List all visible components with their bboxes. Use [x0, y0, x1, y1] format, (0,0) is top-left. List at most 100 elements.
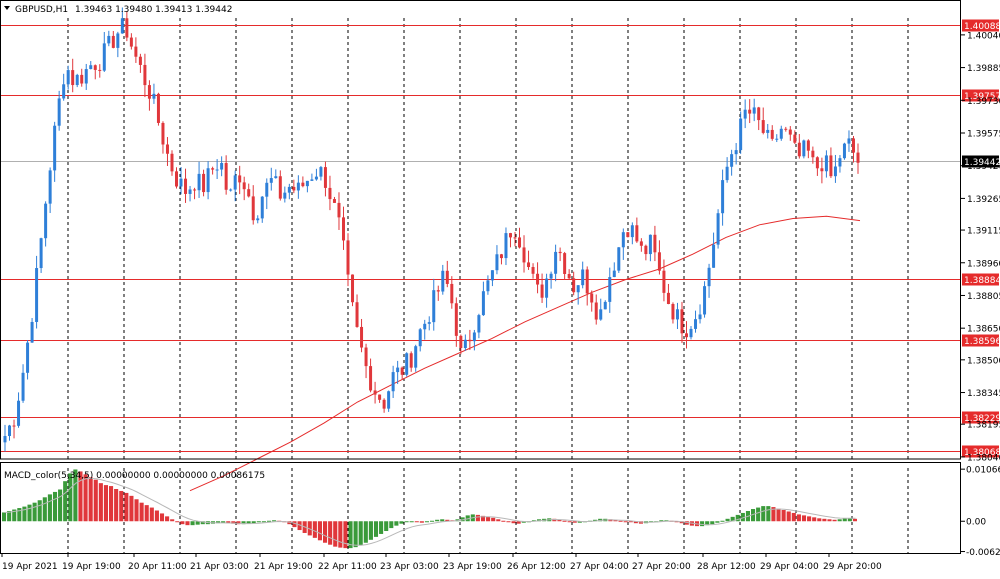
candle-body — [694, 319, 698, 329]
candle-body — [648, 234, 652, 255]
macd-bar — [837, 519, 842, 522]
candle-body — [635, 225, 639, 242]
candle-body — [666, 292, 670, 305]
candle-body — [206, 168, 210, 193]
chart-frame — [0, 0, 961, 554]
macd-bar — [272, 520, 277, 522]
macd-bar — [144, 505, 149, 522]
macd-bar — [445, 519, 450, 522]
macd-bar — [730, 516, 735, 522]
candle-body — [522, 247, 526, 263]
macd-bar — [134, 499, 139, 522]
candle-body — [224, 163, 228, 190]
macd-bar — [496, 519, 501, 522]
macd-bar — [190, 521, 195, 526]
time-tick-label: 28 Apr 12:00 — [697, 562, 756, 572]
candle-body — [310, 179, 314, 181]
macd-header: MACD_color(5,34,5) 0.00000000 0.00000000… — [4, 471, 265, 481]
macd-bar — [475, 514, 480, 522]
collapse-triangle-icon[interactable] — [4, 6, 10, 10]
macd-bar — [740, 512, 745, 522]
macd-bar — [786, 511, 791, 522]
candle-body — [220, 163, 224, 170]
candle-body — [567, 273, 571, 279]
candle-body — [387, 391, 391, 409]
candle-body — [355, 302, 359, 327]
time-tick-label: 21 Apr 03:00 — [190, 562, 249, 572]
macd-bar — [119, 490, 124, 522]
candle-body — [793, 134, 797, 143]
macd-bar — [317, 521, 322, 541]
candle-body — [17, 400, 21, 426]
macd-bar — [266, 520, 272, 522]
candle-body — [612, 270, 616, 278]
macd-bar — [226, 521, 231, 524]
macd-bar — [73, 469, 78, 522]
price-level-tag — [962, 273, 999, 286]
candle-body — [53, 125, 57, 171]
time-tick-label: 23 Apr 03:00 — [380, 562, 439, 572]
macd-bar — [700, 521, 705, 527]
candle-body — [617, 247, 621, 271]
macd-bar — [751, 509, 756, 522]
macd-bar — [424, 521, 429, 523]
macd-bar — [756, 507, 761, 522]
macd-bar — [37, 500, 42, 522]
candle-body — [301, 182, 305, 187]
candle-body — [147, 85, 151, 99]
macd-bar — [593, 519, 598, 522]
candle-body — [603, 301, 607, 310]
macd-bar — [139, 502, 144, 522]
time-tick-label: 19 Apr 19:00 — [62, 562, 121, 572]
candle-body — [545, 278, 549, 298]
candle-body — [508, 233, 512, 238]
candle-body — [35, 268, 39, 322]
macd-bar — [562, 520, 567, 522]
macd-bar — [185, 521, 190, 526]
candle-body — [405, 353, 409, 375]
candle-body — [554, 251, 558, 274]
candle-body — [427, 322, 431, 324]
macd-bar — [557, 519, 562, 522]
candle-body — [639, 241, 643, 246]
candle-body — [621, 232, 625, 248]
macd-bar — [572, 521, 577, 523]
candle-body — [833, 166, 837, 177]
candle-body — [549, 273, 553, 279]
candle-body — [590, 293, 594, 303]
candle-body — [558, 251, 562, 254]
macd-bar — [827, 519, 832, 522]
macd-bar — [832, 519, 837, 522]
candle-body — [111, 35, 115, 48]
candle-body — [824, 155, 828, 172]
candle-body — [459, 335, 463, 348]
candle-body — [305, 180, 309, 187]
price-level-tag — [962, 334, 999, 347]
macd-bar — [42, 497, 47, 522]
candle-body — [378, 394, 382, 400]
candle-body — [739, 118, 743, 151]
macd-bar — [404, 521, 409, 523]
price-tick-label: 1.38960 — [967, 259, 1000, 269]
candle-body — [463, 339, 467, 348]
macd-bar — [328, 521, 333, 545]
candle-body — [202, 173, 206, 193]
candle-body — [292, 186, 296, 191]
candle-body — [454, 303, 458, 336]
macd-bar — [791, 512, 796, 522]
price-tick-label: 1.40040 — [967, 31, 1000, 41]
time-tick-label: 19 Apr 2021 — [2, 562, 58, 572]
macd-bar — [705, 521, 710, 526]
macd-bar — [338, 521, 343, 548]
candle-body — [364, 347, 368, 367]
candle-body — [197, 173, 201, 191]
candle-body — [527, 262, 531, 268]
candle-body — [170, 153, 174, 172]
candle-body — [165, 144, 169, 154]
macd-bar — [180, 521, 185, 525]
macd-tick-label: -0.00620 — [966, 548, 1000, 558]
candle-body — [57, 98, 61, 126]
candle-body — [504, 233, 508, 259]
candle-body — [373, 390, 377, 395]
